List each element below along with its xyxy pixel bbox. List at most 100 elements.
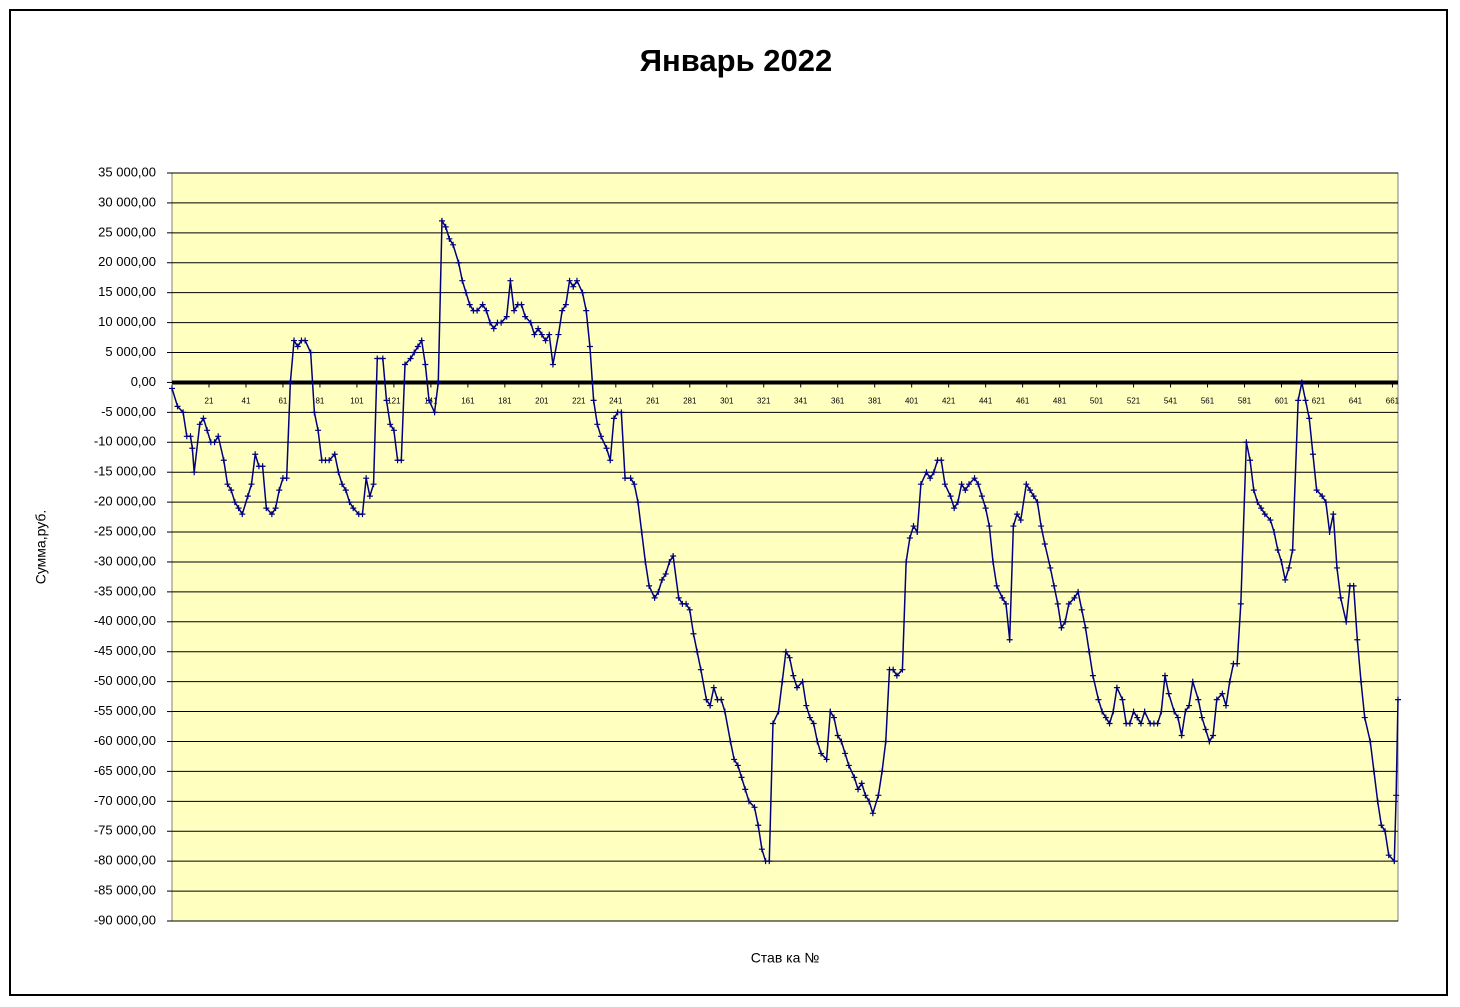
point-marker <box>1274 546 1281 553</box>
y-tick-label: -80 000,00 <box>94 853 156 868</box>
point-marker <box>634 499 641 506</box>
point-marker <box>851 774 858 781</box>
point-marker <box>579 289 586 296</box>
point-marker <box>810 720 817 727</box>
point-marker <box>503 313 510 320</box>
point-marker <box>659 576 666 583</box>
point-marker <box>1393 792 1400 799</box>
point-marker <box>707 702 714 709</box>
point-marker <box>315 427 322 434</box>
x-tick-label: 501 <box>1090 397 1104 406</box>
point-marker <box>1006 636 1013 643</box>
point-marker <box>1278 558 1285 565</box>
point-marker <box>374 355 381 362</box>
point-marker <box>610 415 617 422</box>
point-marker <box>276 487 283 494</box>
x-tick-label: 241 <box>609 397 623 406</box>
x-tick-label: 441 <box>979 397 993 406</box>
x-tick-label: 621 <box>1312 397 1326 406</box>
point-marker <box>834 732 841 739</box>
x-tick-label: 121 <box>387 397 401 406</box>
point-marker <box>311 409 318 416</box>
point-marker <box>1041 541 1048 548</box>
point-marker <box>370 481 377 488</box>
x-tick-label: 381 <box>868 397 882 406</box>
point-marker <box>999 594 1006 601</box>
y-tick-label: -25 000,00 <box>94 523 156 538</box>
point-marker <box>766 858 773 865</box>
point-marker <box>710 684 717 691</box>
point-marker <box>651 594 658 601</box>
point-marker <box>1298 379 1305 386</box>
point-marker <box>1186 702 1193 709</box>
point-marker <box>307 349 314 356</box>
point-marker <box>818 750 825 757</box>
point-marker <box>479 301 486 308</box>
point-marker <box>990 558 997 565</box>
point-marker <box>1313 487 1320 494</box>
y-tick-label: -85 000,00 <box>94 883 156 898</box>
point-marker <box>1350 582 1357 589</box>
point-marker <box>1234 660 1241 667</box>
point-marker <box>742 786 749 793</box>
point-marker <box>1385 852 1392 859</box>
point-marker <box>426 397 433 404</box>
x-tick-label: 201 <box>535 397 549 406</box>
point-marker <box>559 307 566 314</box>
point-marker <box>751 804 758 811</box>
point-marker <box>180 409 187 416</box>
point-marker <box>782 648 789 655</box>
point-marker <box>1391 858 1398 865</box>
point-marker <box>401 361 408 368</box>
point-marker <box>598 433 605 440</box>
y-axis-label: Сумма,руб. <box>33 510 49 585</box>
point-marker <box>1089 672 1096 679</box>
x-tick-label: 581 <box>1238 397 1252 406</box>
point-marker <box>1141 708 1148 715</box>
point-marker <box>978 493 985 500</box>
point-marker <box>1030 493 1037 500</box>
y-tick-label: -10 000,00 <box>94 434 156 449</box>
point-marker <box>1158 708 1165 715</box>
point-marker <box>1051 582 1058 589</box>
point-marker <box>1014 511 1021 518</box>
x-tick-label: 481 <box>1053 397 1067 406</box>
x-tick-label: 41 <box>242 397 251 406</box>
point-marker <box>734 762 741 769</box>
point-marker <box>291 337 298 344</box>
point-marker <box>522 313 529 320</box>
point-marker <box>1113 684 1120 691</box>
point-marker <box>387 421 394 428</box>
point-marker <box>1210 732 1217 739</box>
point-marker <box>631 481 638 488</box>
x-tick-label: 361 <box>831 397 845 406</box>
x-tick-label: 161 <box>461 397 475 406</box>
point-marker <box>1367 738 1374 745</box>
point-marker <box>490 325 497 332</box>
x-tick-label: 221 <box>572 397 586 406</box>
point-marker <box>1126 720 1133 727</box>
point-marker <box>331 451 338 458</box>
point-marker <box>666 558 673 565</box>
point-marker <box>1374 798 1381 805</box>
point-marker <box>947 493 954 500</box>
y-tick-label: -45 000,00 <box>94 643 156 658</box>
point-marker <box>775 708 782 715</box>
y-tick-label: -55 000,00 <box>94 703 156 718</box>
y-tick-label: 30 000,00 <box>98 194 156 209</box>
y-tick-label: -35 000,00 <box>94 583 156 598</box>
point-marker <box>962 487 969 494</box>
point-marker <box>738 774 745 781</box>
point-marker <box>890 666 897 673</box>
point-marker <box>718 696 725 703</box>
point-marker <box>603 445 610 452</box>
point-marker <box>842 750 849 757</box>
point-marker <box>903 558 910 565</box>
point-marker <box>806 714 813 721</box>
point-marker <box>703 696 710 703</box>
point-marker <box>414 343 421 350</box>
point-marker <box>1198 714 1205 721</box>
y-tick-label: 15 000,00 <box>98 284 156 299</box>
point-marker <box>411 349 418 356</box>
point-marker <box>359 511 366 518</box>
